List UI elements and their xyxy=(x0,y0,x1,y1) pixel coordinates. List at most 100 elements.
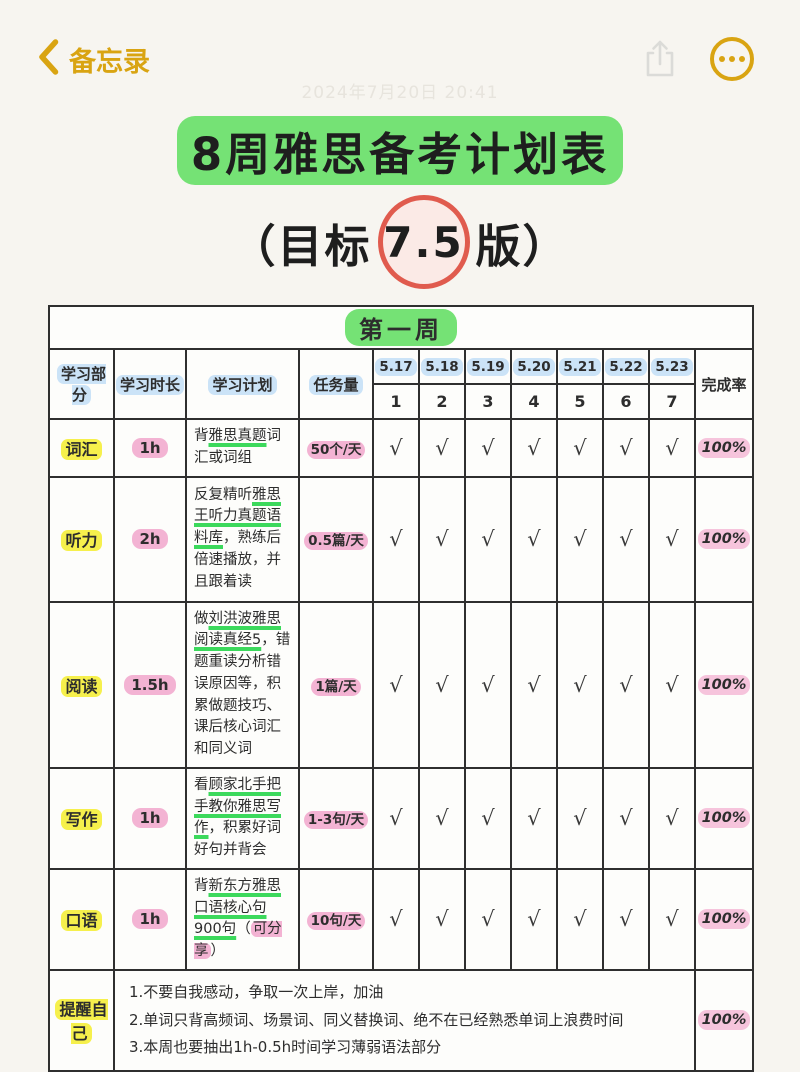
plan-text: ） xyxy=(210,943,226,959)
checkmark-cell: √ xyxy=(372,766,420,870)
task-amount-cell: 1篇/天 xyxy=(298,600,374,769)
date-header-cell: 5.23 xyxy=(648,348,696,385)
header-plan-label: 学习计划 xyxy=(208,374,277,395)
plan-text: 背 xyxy=(194,877,209,894)
study-part-label: 词汇 xyxy=(61,438,102,460)
plan-cell: 背新东方雅思口语核心句900句（ 可分享） xyxy=(185,867,300,971)
day-number-cell: 3 xyxy=(464,383,512,420)
date-label: 5.17 xyxy=(375,357,417,376)
duration-label: 1h xyxy=(132,909,168,930)
title-prefix: （目标 xyxy=(230,219,372,273)
back-button[interactable]: 备忘录 xyxy=(38,39,150,79)
checkmark-cell: √ xyxy=(648,766,696,870)
plan-text: 做 xyxy=(194,610,209,627)
checkmark-cell: √ xyxy=(510,766,558,870)
book-title-underlined: 顾家北手把手教你雅思写作 xyxy=(194,776,281,837)
checkmark-cell: √ xyxy=(602,867,650,971)
week-title-cell: 第一周 xyxy=(48,305,754,350)
day-number-cell: 5 xyxy=(556,383,604,420)
completion-label: 100% xyxy=(697,437,751,458)
reminder-note-line: 1.不要自我感动，争取一次上岸，加油 xyxy=(129,982,384,1001)
checkmark-cell: √ xyxy=(602,418,650,478)
date-header-cell: 5.18 xyxy=(418,348,466,385)
task-amount-cell: 0.5篇/天 xyxy=(298,475,374,603)
share-icon[interactable] xyxy=(644,39,676,79)
checkmark-cell: √ xyxy=(556,600,604,769)
completion-cell: 100% xyxy=(694,867,754,971)
completion-cell: 100% xyxy=(694,475,754,603)
reminder-part-cell: 提醒自己 xyxy=(48,968,115,1072)
date-header-cell: 5.20 xyxy=(510,348,558,385)
task-amount-label: 50个/天 xyxy=(306,440,366,459)
checkmark-cell: √ xyxy=(648,867,696,971)
checkmark-cell: √ xyxy=(556,766,604,870)
task-amount-label: 1篇/天 xyxy=(311,677,361,696)
duration-cell: 1h xyxy=(113,766,187,870)
plan-text: ，熟练后倍速播放，并且跟着读 xyxy=(194,530,281,590)
week-title: 第一周 xyxy=(345,309,457,346)
dot xyxy=(719,56,725,62)
checkmark-cell: √ xyxy=(510,475,558,603)
reminder-part-label: 提醒自己 xyxy=(55,999,108,1045)
duration-label: 1h xyxy=(132,437,168,458)
checkmark-cell: √ xyxy=(648,600,696,769)
date-header-cell: 5.19 xyxy=(464,348,512,385)
completion-label: 100% xyxy=(697,674,751,695)
study-part-label: 写作 xyxy=(61,809,102,831)
checkmark-cell: √ xyxy=(556,475,604,603)
date-label: 5.22 xyxy=(605,357,647,376)
checkmark-cell: √ xyxy=(464,418,512,478)
plan-cell: 背雅思真题词汇或词组 xyxy=(185,418,300,478)
study-plan-sheet: 第一周 学习部分 学习时长 学习计划 任务量 xyxy=(48,305,754,1072)
title-text: 8周雅思备考计划表 xyxy=(176,116,624,185)
header-part-label: 学习部分 xyxy=(56,364,106,405)
dot xyxy=(739,56,745,62)
table-row: 词汇 1h 背雅思真题词汇或词组 50个/天 √ √ √ √ √ √ √ 100% xyxy=(48,418,754,478)
checkmark-cell: √ xyxy=(418,418,466,478)
checkmark-cell: √ xyxy=(648,418,696,478)
dot xyxy=(729,56,735,62)
header-task-label: 任务量 xyxy=(309,374,363,395)
study-part-cell: 阅读 xyxy=(48,600,115,769)
task-amount-cell: 10句/天 xyxy=(298,867,374,971)
checkmark-cell: √ xyxy=(602,475,650,603)
checkmark-cell: √ xyxy=(464,766,512,870)
reminder-completion-cell: 100% xyxy=(694,968,754,1072)
plan-cell: 做刘洪波雅思阅读真经5，错题重读分析错误原因等，积累做题技巧、课后核心词汇和同义… xyxy=(185,600,300,769)
duration-label: 2h xyxy=(132,529,168,549)
date-header-cell: 5.22 xyxy=(602,348,650,385)
header-part: 学习部分 xyxy=(48,348,115,420)
checkmark-cell: √ xyxy=(510,418,558,478)
study-part-cell: 词汇 xyxy=(48,418,115,478)
study-part-cell: 口语 xyxy=(48,867,115,971)
reminder-notes-cell: 1.不要自我感动，争取一次上岸，加油 2.单词只背高频词、场景词、同义替换词、绝不… xyxy=(113,968,696,1072)
target-score-circle: 7.5 xyxy=(377,195,470,289)
table-row: 听力 2h 反复精听雅思王听力真题语料库，熟练后倍速播放，并且跟着读 0.5篇/天 √ √… xyxy=(48,475,754,603)
more-options-icon[interactable] xyxy=(710,37,754,81)
book-title-underlined: 新东方雅思口语核心句900句 xyxy=(194,877,281,938)
week1-plan-table: 第一周 学习部分 学习时长 学习计划 任务量 xyxy=(48,305,754,1072)
date-label: 5.18 xyxy=(421,357,463,376)
date-label: 5.19 xyxy=(467,357,509,376)
header-plan: 学习计划 xyxy=(185,348,300,420)
plan-text: 反复精听 xyxy=(194,486,252,503)
back-chevron-icon xyxy=(38,39,59,79)
study-part-label: 听力 xyxy=(61,530,102,551)
completion-cell: 100% xyxy=(694,766,754,870)
checkmark-cell: √ xyxy=(510,600,558,769)
study-part-label: 口语 xyxy=(61,910,102,932)
plan-text: ，积累好词好句并背会 xyxy=(194,820,281,858)
checkmark-cell: √ xyxy=(418,600,466,769)
header-duration: 学习时长 xyxy=(113,348,187,420)
checkmark-cell: √ xyxy=(372,475,420,603)
task-amount-cell: 50个/天 xyxy=(298,418,374,478)
duration-cell: 1h xyxy=(113,867,187,971)
day-number-cell: 7 xyxy=(648,383,696,420)
header-completion-label: 完成率 xyxy=(701,375,747,394)
checkmark-cell: √ xyxy=(556,867,604,971)
task-amount-cell: 1-3句/天 xyxy=(298,766,374,870)
task-amount-label: 1-3句/天 xyxy=(303,811,369,830)
reminder-note-line: 2.单词只背高频词、场景词、同义替换词、绝不在已经熟悉单词上浪费时间 xyxy=(129,1010,624,1029)
